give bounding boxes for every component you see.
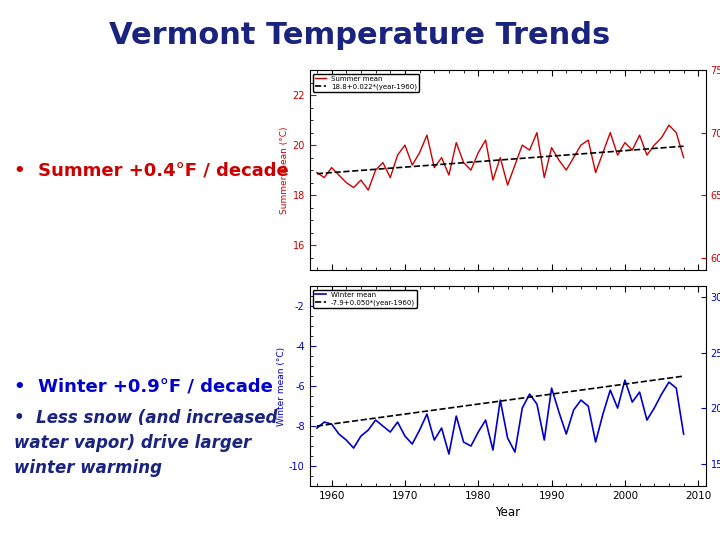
X-axis label: Year: Year [495,507,520,519]
Legend: Winter mean, -7.9+0.050*(year-1960): Winter mean, -7.9+0.050*(year-1960) [313,289,418,308]
Text: Vermont Temperature Trends: Vermont Temperature Trends [109,21,611,50]
Text: •  Winter +0.9°F / decade: • Winter +0.9°F / decade [14,377,274,395]
Text: •  Less snow (and increased
water vapor) drive larger
winter warming: • Less snow (and increased water vapor) … [14,409,278,477]
Legend: Summer mean, 18.8+0.022*(year-1960): Summer mean, 18.8+0.022*(year-1960) [313,73,419,92]
Text: •  Summer +0.4°F / decade: • Summer +0.4°F / decade [14,161,289,179]
Y-axis label: Winter mean (°C): Winter mean (°C) [277,347,287,426]
Y-axis label: Summer mean (°C): Summer mean (°C) [281,126,289,214]
